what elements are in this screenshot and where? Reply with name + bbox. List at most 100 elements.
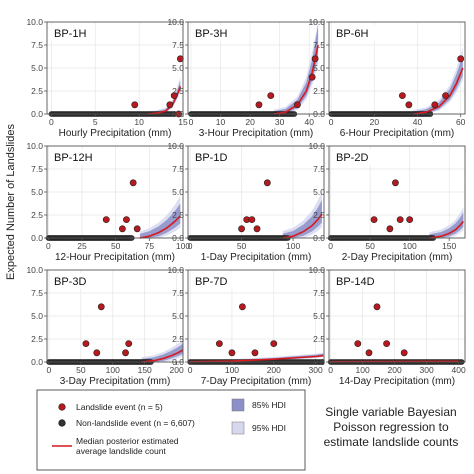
legend-nonlandslide-label: Non-landslide event (n = 6,607) — [76, 418, 195, 428]
x-tick-label: 50 — [365, 241, 375, 251]
landslide-point — [119, 225, 126, 233]
panel-title: BP-2D — [336, 152, 368, 164]
median-line — [141, 349, 184, 363]
x-axis-label: 1-Day Precipitation (mm) — [201, 252, 312, 263]
landslide-point — [392, 179, 399, 187]
y-tick-label: 10.0 — [308, 141, 325, 151]
panel-title: BP-6H — [336, 28, 368, 40]
y-tick-label: 7.5 — [31, 288, 43, 298]
landslide-point — [255, 101, 263, 109]
x-tick-label: 50 — [76, 365, 86, 375]
y-tick-label: 7.5 — [172, 40, 184, 50]
y-tick-label: 5.0 — [172, 311, 184, 321]
landslide-point — [251, 349, 259, 357]
x-axis-label: 7-Day Precipitation (mm) — [201, 376, 312, 387]
landslide-point — [457, 55, 465, 63]
y-tick-label: 2.5 — [31, 210, 43, 220]
x-axis-label: 3-Hour Precipitation (mm) — [199, 128, 313, 139]
landslide-point — [308, 73, 316, 81]
landslide-point — [365, 349, 373, 357]
y-tick-label: 0.0 — [31, 233, 43, 243]
y-tick-label: 5.0 — [172, 187, 184, 197]
legend-median-label-2: average landslide count — [76, 446, 166, 456]
panel-bp-6h: BP-6H 0.0 2.5 5.0 7.5 10.0 0 20 40 606-Hour Preci… — [308, 17, 465, 139]
hdi85-band — [429, 212, 464, 238]
x-tick-label: 200 — [267, 365, 281, 375]
landslide-point — [370, 216, 378, 223]
x-tick-label: 0 — [328, 365, 333, 375]
y-tick-label: 0.0 — [313, 109, 325, 119]
landslide-point — [293, 101, 301, 109]
y-tick-label: 2.5 — [172, 210, 184, 220]
x-tick-label: 20 — [245, 117, 255, 127]
legend-median-label-1: Median posterior estimated — [76, 436, 179, 446]
y-tick-label: 5.0 — [313, 187, 325, 197]
x-tick-label: 100 — [225, 365, 239, 375]
panel-title: BP-1D — [195, 152, 227, 164]
landslide-point — [400, 349, 408, 357]
hdi85-band — [413, 55, 463, 114]
landslide-point — [125, 340, 133, 347]
x-tick-label: 300 — [420, 365, 434, 375]
landslide-point — [238, 225, 245, 233]
x-tick-label: 0 — [189, 117, 194, 127]
x-tick-label: 200 — [388, 365, 402, 375]
y-tick-label: 10.0 — [167, 141, 184, 151]
y-tick-label: 10.0 — [26, 265, 43, 275]
panel-bp-3h: BP-3H 0.0 2.5 5.0 7.5 10.0 0 10 20 30 403-Hour Pre… — [167, 17, 325, 139]
y-tick-label: 10.0 — [308, 265, 325, 275]
legend-frame — [36, 389, 306, 471]
landslide-point — [102, 216, 110, 223]
landslide-point — [253, 225, 261, 233]
caption-line-1: Single variable Bayesian — [325, 405, 456, 419]
x-tick-label: 300 — [309, 365, 323, 375]
landslide-point — [442, 92, 449, 99]
x-tick-label: 0 — [188, 241, 193, 251]
x-tick-label: 0 — [328, 241, 333, 251]
y-tick-label: 0.0 — [172, 109, 184, 119]
panel-bp-14d: BP-14D 0.0 2.5 5.0 7.5 10.0 0 100 200 300 40014-Da… — [308, 265, 466, 387]
x-tick-label: 20 — [370, 117, 380, 127]
x-tick-label: 0 — [188, 365, 193, 375]
y-tick-label: 5.0 — [31, 187, 43, 197]
landslide-point — [248, 216, 256, 223]
y-tick-label: 10.0 — [167, 17, 184, 27]
panel-grid: BP-1H 0.0 2.5 5.0 7.5 10.0 0 5 10 15 Hourly Precip… — [26, 17, 466, 387]
legend-hdi95-swatch — [231, 421, 245, 435]
y-tick-label: 2.5 — [172, 86, 184, 96]
y-tick-label: 2.5 — [313, 334, 325, 344]
legend-hdi95-label: 95% HDI — [252, 423, 286, 433]
x-tick-label: 0 — [49, 117, 54, 127]
y-tick-label: 0.0 — [313, 233, 325, 243]
caption: Single variable Bayesian Poisson regress… — [324, 405, 459, 449]
x-tick-label: 10 — [216, 117, 226, 127]
y-tick-label: 2.5 — [313, 86, 325, 96]
landslide-point — [129, 179, 137, 187]
landslide-point — [166, 101, 174, 109]
landslide-point — [176, 55, 184, 63]
y-tick-label: 2.5 — [31, 86, 43, 96]
x-tick-label: 100 — [356, 365, 370, 375]
panel-title: BP-1H — [54, 28, 86, 40]
hdi85-band — [282, 200, 322, 238]
landslide-point — [263, 179, 271, 187]
panel-title-box — [50, 25, 94, 41]
median-line — [282, 213, 323, 239]
landslide-point — [123, 216, 130, 223]
landslide-point — [93, 349, 101, 357]
landslide-point — [228, 349, 236, 357]
panel-title-box — [332, 25, 376, 41]
x-tick-label: 5 — [93, 117, 98, 127]
legend-landslide-label: Landslide event (n = 5) — [76, 402, 163, 412]
landslide-point — [383, 340, 390, 347]
y-tick-label: 5.0 — [31, 311, 43, 321]
x-tick-label: 40 — [304, 117, 314, 127]
y-tick-label: 5.0 — [313, 63, 325, 73]
landslide-point — [405, 101, 413, 109]
hdi85-band — [141, 343, 183, 362]
x-tick-label: 15 — [178, 117, 188, 127]
x-axis-label: 3-Day Precipitation (mm) — [60, 376, 171, 387]
landslide-point — [97, 303, 105, 311]
